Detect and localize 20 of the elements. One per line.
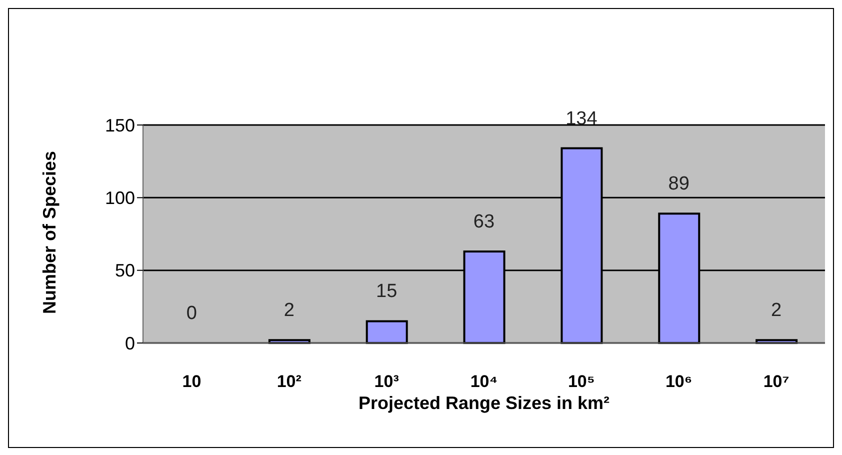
x-tick-label: 10⁵ bbox=[568, 372, 595, 392]
y-tick-label: 0 bbox=[124, 333, 135, 354]
data-label: 15 bbox=[376, 281, 398, 302]
x-axis-title: Projected Range Sizes in km² bbox=[358, 393, 610, 413]
data-label: 2 bbox=[770, 300, 782, 322]
x-tick-label: 10⁷ bbox=[763, 372, 790, 392]
x-tick-label: 10² bbox=[276, 372, 302, 392]
data-label: 89 bbox=[668, 174, 690, 195]
data-label: 2 bbox=[284, 300, 294, 322]
x-tick-label: 10³ bbox=[374, 372, 400, 392]
data-label: 63 bbox=[473, 211, 495, 232]
x-tick-label: 10 bbox=[182, 372, 202, 392]
y-tick-label: 100 bbox=[104, 188, 135, 208]
y-tick-label: 50 bbox=[114, 260, 135, 281]
x-tick-label: 10⁴ bbox=[470, 372, 498, 392]
y-tick-label: 150 bbox=[104, 115, 135, 136]
y-axis-title: Number of Species bbox=[39, 150, 60, 314]
data-label: 0 bbox=[186, 303, 198, 324]
x-tick-label: 10⁶ bbox=[665, 372, 692, 392]
data-label: 134 bbox=[566, 108, 598, 130]
